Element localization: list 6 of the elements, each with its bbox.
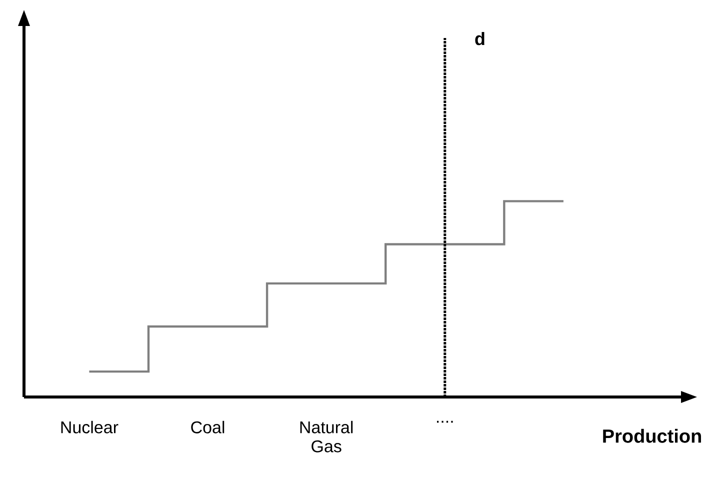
x-axis-title: Production (603, 428, 701, 443)
x-tick-label: Natural Gas (300, 420, 353, 452)
x-tick-label: Coal (191, 420, 224, 434)
x-tick-label: .... (437, 420, 453, 423)
ref-line-label: d (475, 32, 484, 46)
x-tick-label: Nuclear (61, 420, 118, 434)
